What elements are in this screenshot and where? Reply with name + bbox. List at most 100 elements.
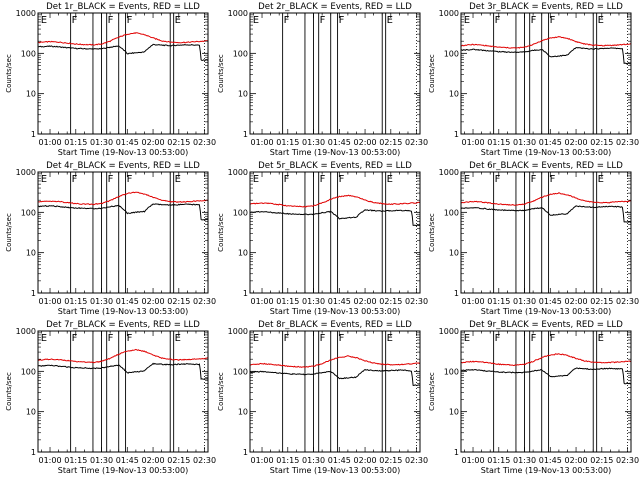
detector-panel-8: Det 8r_BLACK = Events, RED = LLD E F F F E 1 10…: [217, 320, 428, 475]
panel-title: Det 2r_BLACK = Events, RED = LLD: [258, 2, 412, 12]
plot-frame: [249, 171, 421, 294]
y-tick-label: 1: [243, 130, 248, 139]
x-tick-label: 02:30: [405, 138, 428, 147]
x-axis-label: Start Time (19-Nov-13 00:53:00): [270, 466, 400, 475]
x-tick-label: 01:30: [302, 297, 325, 306]
series-lld-line: [460, 35, 632, 49]
panel-title: Det 5r_BLACK = Events, RED = LLD: [258, 161, 412, 171]
series-lld-line: [249, 355, 421, 368]
series-events-line: [460, 205, 632, 223]
event-marker-label: F: [495, 174, 501, 185]
x-tick-label: 01:15: [487, 138, 510, 147]
x-tick-label: 01:45: [116, 138, 139, 147]
x-tick-label: 01:45: [539, 138, 562, 147]
x-tick-label: 02:30: [616, 138, 639, 147]
y-tick-label: 100: [444, 367, 459, 376]
x-tick-label: 01:00: [461, 138, 484, 147]
x-tick-label: 02:00: [565, 138, 588, 147]
event-marker-label: F: [339, 174, 345, 185]
x-tick-label: 01:00: [38, 297, 61, 306]
y-axis-label: Counts/sec: [5, 213, 13, 252]
y-tick-label: 100: [21, 208, 36, 217]
event-marker-label: E: [253, 174, 259, 185]
panel-title: Det 3r_BLACK = Events, RED = LLD: [469, 2, 623, 12]
event-marker-label: F: [531, 174, 537, 185]
x-tick-label: 02:15: [590, 456, 613, 465]
x-axis-label: Start Time (19-Nov-13 00:53:00): [481, 307, 611, 316]
x-tick-label: 02:15: [167, 456, 190, 465]
x-tick-label: 02:30: [193, 456, 216, 465]
event-marker-label: F: [72, 15, 78, 26]
x-tick-label: 01:30: [302, 138, 325, 147]
x-tick-label: 01:00: [461, 456, 484, 465]
x-tick-label: 01:00: [250, 138, 273, 147]
y-tick-label: 100: [444, 49, 459, 58]
x-tick-label: 01:15: [276, 138, 299, 147]
x-axis-label: Start Time (19-Nov-13 00:53:00): [481, 466, 611, 475]
event-marker-label: F: [127, 333, 133, 344]
x-tick-label: 02:30: [193, 138, 216, 147]
y-tick-label: 100: [233, 367, 248, 376]
event-marker-label: E: [464, 15, 470, 26]
x-tick-label: 01:30: [513, 138, 536, 147]
event-marker-label: F: [495, 333, 501, 344]
x-tick-label: 01:15: [64, 138, 87, 147]
x-tick-label: 01:45: [328, 138, 351, 147]
x-tick-label: 01:15: [64, 456, 87, 465]
y-axis-label: Counts/sec: [217, 372, 225, 411]
event-marker-label: F: [284, 15, 290, 26]
plot-frame: [249, 12, 421, 135]
event-marker-label: F: [72, 333, 78, 344]
event-marker-label: F: [284, 333, 290, 344]
series-events-line: [37, 362, 209, 380]
y-tick-label: 10: [238, 249, 248, 258]
y-tick-label: 10: [449, 408, 459, 417]
y-axis-label: Counts/sec: [5, 54, 13, 93]
event-marker-label: F: [531, 333, 537, 344]
x-tick-label: 02:30: [616, 297, 639, 306]
x-tick-label: 02:15: [167, 297, 190, 306]
y-tick-label: 1000: [439, 9, 459, 18]
x-axis-label: Start Time (19-Nov-13 00:53:00): [58, 148, 188, 157]
y-tick-label: 100: [233, 49, 248, 58]
series-events-line: [460, 47, 632, 65]
event-marker-label: F: [320, 15, 326, 26]
x-tick-label: 01:30: [302, 456, 325, 465]
y-tick-label: 1: [454, 289, 459, 298]
event-marker-label: E: [598, 333, 604, 344]
panel-title: Det 1r_BLACK = Events, RED = LLD: [46, 2, 200, 12]
y-tick-label: 1: [31, 289, 36, 298]
detector-panel-4: Det 4r_BLACK = Events, RED = LLD E F F F E 1 10…: [5, 161, 216, 316]
detector-panel-3: Det 3r_BLACK = Events, RED = LLD E F F F E 1 10…: [428, 2, 639, 157]
x-tick-label: 01:00: [461, 297, 484, 306]
y-tick-label: 1: [243, 448, 248, 457]
x-tick-label: 02:00: [565, 297, 588, 306]
x-tick-label: 01:15: [64, 297, 87, 306]
series-lld-line: [38, 191, 209, 206]
plot-frame: [460, 330, 632, 453]
event-marker-label: F: [550, 15, 556, 26]
detector-panel-9: Det 9r_BLACK = Events, RED = LLD E F F F E 1 10…: [428, 320, 639, 475]
event-marker-label: E: [175, 174, 181, 185]
x-tick-label: 01:30: [90, 297, 113, 306]
detector-panel-5: Det 5r_BLACK = Events, RED = LLD E F F F E 1 10…: [217, 161, 428, 316]
y-tick-label: 1: [31, 130, 36, 139]
series-events-line: [37, 43, 209, 62]
x-tick-label: 01:30: [90, 138, 113, 147]
series-events-line: [37, 203, 209, 221]
x-tick-label: 02:15: [379, 297, 402, 306]
y-axis-label: Counts/sec: [217, 213, 225, 252]
x-tick-label: 02:15: [379, 138, 402, 147]
event-marker-label: F: [339, 333, 345, 344]
y-tick-label: 10: [449, 90, 459, 99]
y-axis-label: Counts/sec: [428, 54, 436, 93]
x-tick-label: 02:15: [590, 138, 613, 147]
y-tick-label: 1000: [16, 9, 36, 18]
x-axis-label: Start Time (19-Nov-13 00:53:00): [270, 307, 400, 316]
detector-panel-7: Det 7r_BLACK = Events, RED = LLD E F F F E 1 10…: [5, 320, 216, 475]
event-marker-label: F: [550, 333, 556, 344]
y-tick-label: 1: [31, 448, 36, 457]
event-marker-label: E: [175, 15, 181, 26]
event-marker-label: E: [464, 174, 470, 185]
x-axis-label: Start Time (19-Nov-13 00:53:00): [58, 307, 188, 316]
